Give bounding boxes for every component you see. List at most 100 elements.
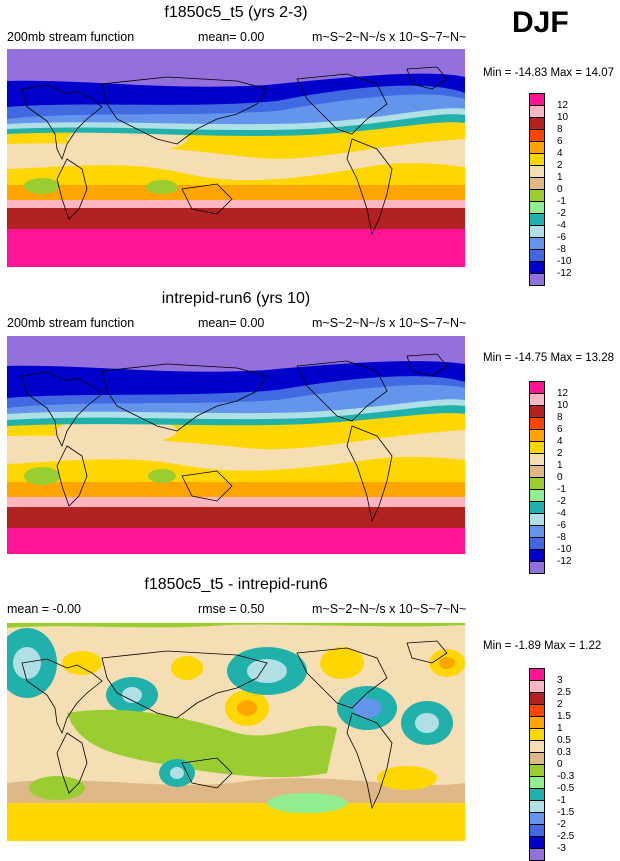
legend-swatch xyxy=(529,824,545,837)
coastlines xyxy=(21,353,448,523)
legend-swatch xyxy=(529,393,545,406)
legend-swatch xyxy=(529,429,545,442)
panel-1-map xyxy=(7,49,465,267)
legend-swatch xyxy=(529,465,545,478)
legend-swatch xyxy=(529,165,545,178)
legend-label: -4 xyxy=(557,508,566,519)
legend-swatch xyxy=(529,117,545,130)
legend-swatch xyxy=(529,776,545,789)
panel-2-variable-label: 200mb stream function xyxy=(7,316,135,330)
legend-swatch xyxy=(529,189,545,202)
legend-swatch xyxy=(529,848,545,861)
legend-swatch xyxy=(529,836,545,849)
legend-label: -1 xyxy=(557,795,566,806)
panel-3-map xyxy=(7,623,465,841)
legend-swatch xyxy=(529,800,545,813)
panel-1-variable-label: 200mb stream function xyxy=(7,30,135,44)
legend-swatch xyxy=(529,704,545,717)
legend-label: -0.3 xyxy=(557,771,575,782)
legend-swatch xyxy=(529,177,545,190)
legend-swatch xyxy=(529,561,545,574)
legend-swatch xyxy=(529,728,545,741)
legend-swatch xyxy=(529,692,545,705)
legend-swatch xyxy=(529,668,545,681)
panel-2-legend: 12 10 8 6 4 2 1 0 -1 -2 -4 -6 -8 -10 -12 xyxy=(529,381,571,574)
legend-label: 2.5 xyxy=(557,687,571,698)
legend-label: 3 xyxy=(557,675,563,686)
legend-label: 1 xyxy=(557,172,563,183)
legend-label: 0.5 xyxy=(557,735,571,746)
legend-swatch xyxy=(529,93,545,106)
legend-swatch xyxy=(529,788,545,801)
band-nh-polar xyxy=(7,336,465,372)
legend-label: -2 xyxy=(557,496,566,507)
coastlines xyxy=(21,640,448,810)
panel-1-legend: 12 10 8 6 4 2 1 0 -1 -2 -4 -6 -8 -10 -12 xyxy=(529,93,571,286)
legend-label: 2 xyxy=(557,699,563,710)
panel-3-minmax: Min = -1.89 Max = 1.22 xyxy=(483,640,602,652)
legend-swatch xyxy=(529,249,545,262)
legend-swatch xyxy=(529,477,545,490)
band-sh-high xyxy=(7,506,465,528)
panel-3-legend: 3 2.5 2 1.5 1 0.5 0.3 0 -0.3 -0.5 -1 -1.… xyxy=(529,668,574,861)
legend-label: 0.3 xyxy=(557,747,571,758)
legend-swatch xyxy=(529,716,545,729)
legend-label: 8 xyxy=(557,412,563,423)
panel-2-minmax: Min = -14.75 Max = 13.28 xyxy=(483,352,615,364)
coastlines xyxy=(21,66,448,236)
legend-swatch xyxy=(529,417,545,430)
legend-label: 8 xyxy=(557,124,563,135)
legend-label: 0 xyxy=(557,184,563,195)
legend-swatch xyxy=(529,213,545,226)
legend-label: -4 xyxy=(557,220,566,231)
legend-swatch xyxy=(529,141,545,154)
legend-swatch xyxy=(529,105,545,118)
legend-swatch xyxy=(529,764,545,777)
legend-label: -10 xyxy=(557,544,572,555)
legend-swatch xyxy=(529,129,545,142)
legend-label: 4 xyxy=(557,436,563,447)
legend-label: 2 xyxy=(557,448,563,459)
panel-1-mean-label: mean= 0.00 xyxy=(198,30,265,44)
legend-label: 10 xyxy=(557,112,569,123)
legend-label: -12 xyxy=(557,556,572,567)
contour-blob xyxy=(24,178,60,194)
band-sh-high xyxy=(7,207,465,229)
legend-swatch xyxy=(529,225,545,238)
legend-swatch xyxy=(529,513,545,526)
panel-3-mean-label: mean = -0.00 xyxy=(7,602,82,616)
legend-label: -0.5 xyxy=(557,783,575,794)
panel-1-title: f1850c5_t5 (yrs 2-3) xyxy=(164,4,308,21)
legend-label: 10 xyxy=(557,400,569,411)
legend-label: 2 xyxy=(557,160,563,171)
legend-swatch xyxy=(529,489,545,502)
legend-swatch xyxy=(529,273,545,286)
panel-2-units-label: m~S~2~N~/s x 10~S~7~N~ xyxy=(312,316,467,330)
band-sh-subtropic xyxy=(7,481,465,497)
panel-3-rmse-label: rmse = 0.50 xyxy=(198,602,265,616)
band-sh-diff xyxy=(7,798,465,841)
band-sh-mid xyxy=(7,496,465,507)
legend-label: 1.5 xyxy=(557,711,571,722)
legend-label: 1 xyxy=(557,460,563,471)
band-nh-polar xyxy=(7,49,465,87)
legend-label: 0 xyxy=(557,759,563,770)
legend-swatch xyxy=(529,752,545,765)
legend-swatch xyxy=(529,441,545,454)
legend-swatch xyxy=(529,680,545,693)
legend-label: -8 xyxy=(557,244,566,255)
legend-label: -3 xyxy=(557,843,566,854)
legend-label: 0 xyxy=(557,472,563,483)
season-label: DJF xyxy=(512,6,569,39)
legend-label: 6 xyxy=(557,424,563,435)
legend-label: -1 xyxy=(557,484,566,495)
legend-label: -2 xyxy=(557,208,566,219)
legend-label: 12 xyxy=(557,100,569,111)
legend-swatch xyxy=(529,740,545,753)
legend-label: 4 xyxy=(557,148,563,159)
panel-2-map xyxy=(7,336,465,554)
legend-label: 1 xyxy=(557,723,563,734)
legend-swatch xyxy=(529,153,545,166)
legend-swatch xyxy=(529,237,545,250)
legend-swatch xyxy=(529,453,545,466)
